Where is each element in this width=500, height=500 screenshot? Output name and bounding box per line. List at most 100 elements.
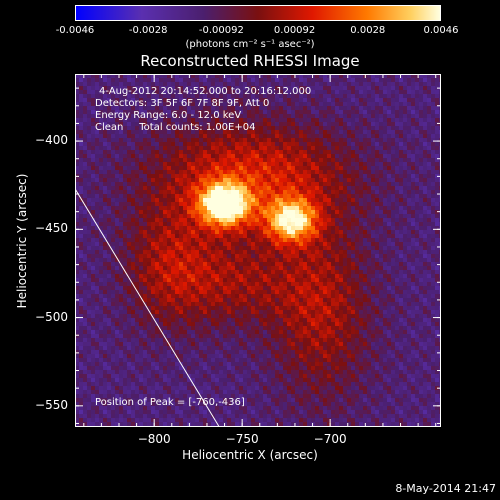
heatmap-cell	[351, 214, 355, 218]
heatmap-cell	[339, 194, 343, 198]
heatmap-cell	[79, 134, 83, 138]
heatmap-cell	[351, 274, 355, 278]
heatmap-cell	[347, 194, 351, 198]
heatmap-cell	[147, 258, 151, 262]
heatmap-cell	[87, 122, 91, 126]
heatmap-cell	[319, 194, 323, 198]
heatmap-cell	[407, 142, 411, 146]
heatmap-cell	[275, 134, 279, 138]
heatmap-cell	[395, 90, 399, 94]
heatmap-cell	[115, 222, 119, 226]
heatmap-cell	[279, 74, 283, 78]
heatmap-cell	[307, 94, 311, 98]
heatmap-cell	[75, 158, 79, 162]
heatmap-cell	[227, 142, 231, 146]
heatmap-cell	[287, 262, 291, 266]
heatmap-cell	[191, 198, 195, 202]
heatmap-cell	[335, 114, 339, 118]
heatmap-cell	[367, 110, 371, 114]
heatmap-cell	[95, 182, 99, 186]
heatmap-cell	[363, 78, 367, 82]
heatmap-cell	[343, 266, 347, 270]
heatmap-cell	[247, 122, 251, 126]
heatmap-cell	[311, 174, 315, 178]
heatmap-cell	[303, 270, 307, 274]
heatmap-cell	[387, 222, 391, 226]
heatmap-cell	[347, 222, 351, 226]
heatmap-cell	[343, 262, 347, 266]
heatmap-cell	[87, 110, 91, 114]
heatmap-cell	[347, 162, 351, 166]
heatmap-cell	[403, 78, 407, 82]
heatmap-cell	[211, 126, 215, 130]
heatmap-cell	[199, 150, 203, 154]
heatmap-cell	[243, 230, 247, 234]
heatmap-cell	[223, 82, 227, 86]
heatmap-cell	[163, 146, 167, 150]
heatmap-cell	[155, 90, 159, 94]
heatmap-cell	[79, 154, 83, 158]
heatmap-cell	[399, 262, 403, 266]
heatmap-cell	[431, 198, 435, 202]
heatmap-cell	[127, 150, 131, 154]
heatmap-cell	[423, 194, 427, 198]
heatmap-cell	[351, 170, 355, 174]
heatmap-cell	[127, 210, 131, 214]
heatmap-cell	[187, 278, 191, 282]
heatmap-cell	[435, 102, 439, 106]
heatmap-cell	[331, 94, 335, 98]
heatmap-cell	[199, 198, 203, 202]
heatmap-cell	[423, 170, 427, 174]
heatmap-cell	[311, 258, 315, 262]
heatmap-cell	[415, 118, 419, 122]
heatmap-cell	[259, 178, 263, 182]
heatmap-cell	[351, 226, 355, 230]
heatmap-cell	[87, 222, 91, 226]
heatmap-cell	[359, 210, 363, 214]
heatmap-cell	[379, 174, 383, 178]
heatmap-cell	[327, 126, 331, 130]
heatmap-cell	[203, 282, 207, 286]
heatmap-cell	[363, 262, 367, 266]
heatmap-cell	[323, 286, 327, 290]
heatmap-cell	[223, 134, 227, 138]
heatmap-cell	[387, 118, 391, 122]
heatmap-cell	[275, 182, 279, 186]
heatmap-cell	[335, 194, 339, 198]
heatmap-cell	[175, 238, 179, 242]
heatmap-cell	[375, 270, 379, 274]
heatmap-cell	[355, 210, 359, 214]
heatmap-cell	[331, 170, 335, 174]
heatmap-cell	[427, 206, 431, 210]
heatmap-cell	[295, 186, 299, 190]
heatmap-cell	[315, 202, 319, 206]
heatmap-cell	[419, 258, 423, 262]
heatmap-cell	[371, 126, 375, 130]
heatmap-cell	[299, 222, 303, 226]
heatmap-cell	[235, 82, 239, 86]
heatmap-cell	[231, 282, 235, 286]
heatmap-cell	[191, 118, 195, 122]
heatmap-cell	[251, 258, 255, 262]
heatmap-cell	[427, 266, 431, 270]
heatmap-cell	[183, 166, 187, 170]
heatmap-cell	[235, 174, 239, 178]
heatmap-cell	[347, 158, 351, 162]
heatmap-cell	[267, 126, 271, 130]
heatmap-cell	[159, 214, 163, 218]
heatmap-cell	[91, 106, 95, 110]
heatmap-cell	[167, 142, 171, 146]
heatmap-cell	[203, 274, 207, 278]
heatmap-cell	[91, 286, 95, 290]
heatmap-cell	[427, 210, 431, 214]
heatmap-cell	[355, 146, 359, 150]
heatmap-cell	[251, 98, 255, 102]
heatmap-cell	[391, 234, 395, 238]
heatmap-cell	[167, 122, 171, 126]
heatmap-cell	[279, 266, 283, 270]
heatmap-cell	[427, 98, 431, 102]
heatmap-cell	[303, 90, 307, 94]
heatmap-cell	[287, 226, 291, 230]
heatmap-cell	[219, 162, 223, 166]
heatmap-cell	[419, 286, 423, 290]
